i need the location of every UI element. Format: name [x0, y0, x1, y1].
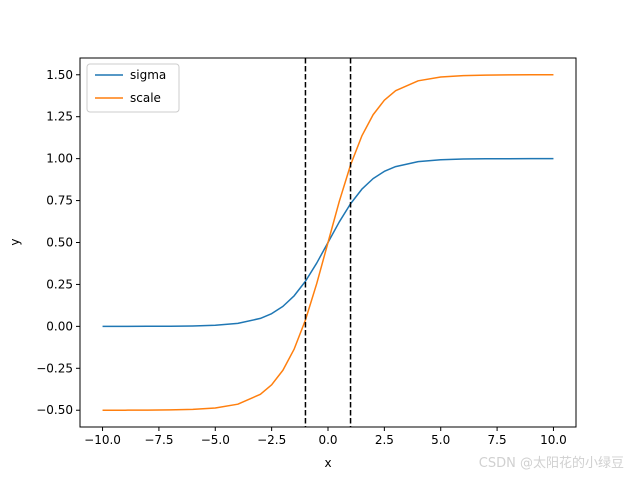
- y-tick-label: −0.25: [36, 361, 73, 375]
- y-tick-label: 0.50: [46, 236, 73, 250]
- series-line-scale: [102, 74, 554, 411]
- y-tick-label: 0.75: [46, 194, 73, 208]
- x-tick-label: 0.0: [318, 433, 337, 447]
- legend-box: [86, 63, 180, 113]
- ticks: −10.0 −7.5 −5.0 −2.5 0.0 2.5 5.0 7.5 10.0 −0.50 −0…: [36, 68, 567, 447]
- y-tick-label: 0.00: [46, 319, 73, 333]
- plot-lines: [102, 58, 554, 427]
- y-tick-label: 0.25: [46, 277, 73, 291]
- y-tick-label: −0.50: [36, 403, 73, 417]
- y-tick-label: 1.50: [46, 68, 73, 82]
- x-tick-label: −10.0: [84, 433, 121, 447]
- x-tick-label: 7.5: [488, 433, 507, 447]
- x-tick-label: 5.0: [431, 433, 450, 447]
- legend: sigma scale: [86, 63, 180, 113]
- x-tick-label: −7.5: [144, 433, 173, 447]
- x-tick-label: 10.0: [540, 433, 567, 447]
- x-tick-label: −2.5: [257, 433, 286, 447]
- x-axis-label: x: [324, 456, 331, 470]
- x-tick-label: 2.5: [375, 433, 394, 447]
- y-tick-label: 1.25: [46, 110, 73, 124]
- watermark-text: CSDN @太阳花的小绿豆: [479, 455, 624, 471]
- y-tick-label: 1.00: [46, 152, 73, 166]
- y-axis-label: y: [8, 238, 22, 245]
- x-tick-label: −5.0: [201, 433, 230, 447]
- legend-label-sigma: sigma: [130, 68, 166, 82]
- legend-label-scale: scale: [130, 91, 161, 105]
